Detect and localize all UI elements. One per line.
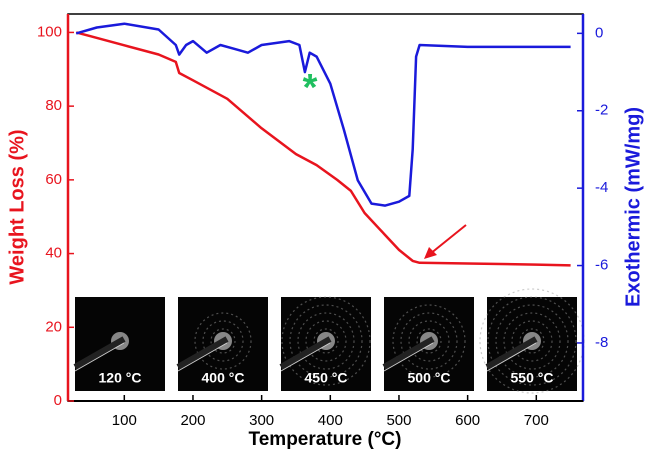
y-tick-label: 60 <box>45 171 62 188</box>
x-tick-label: 400 <box>318 412 343 429</box>
y2-tick-label: -8 <box>595 334 608 351</box>
x-tick-label: 700 <box>524 412 549 429</box>
inset-label: 120 °C <box>99 370 142 386</box>
y2-axis-title: Exothermic (mW/mg) <box>622 107 644 307</box>
inset-label: 500 °C <box>408 370 451 386</box>
chart: 120 °C 400 °C 450 °C 500 °C 550 °C Temperatu… <box>0 0 647 453</box>
y-tick-label: 100 <box>37 23 62 40</box>
inset-label: 450 °C <box>305 370 348 386</box>
arrow <box>430 225 466 254</box>
y2-tick-label: -4 <box>595 179 608 196</box>
insets: 120 °C 400 °C 450 °C 500 °C 550 °C <box>75 289 584 393</box>
x-axis-title: Temperature (°C) <box>249 429 402 450</box>
x-tick-label: 600 <box>455 412 480 429</box>
y2-tick-label: -6 <box>595 257 608 274</box>
inset-label: 400 °C <box>202 370 245 386</box>
y-axis-title: Weight Loss (%) <box>6 129 28 284</box>
y2-tick-label: -2 <box>595 102 608 119</box>
y-tick-label: 40 <box>45 245 62 262</box>
inset-label: 550 °C <box>511 370 554 386</box>
x-tick-label: 300 <box>249 412 274 429</box>
y-tick-label: 80 <box>45 97 62 114</box>
y-tick-label: 20 <box>45 318 62 335</box>
data-line <box>76 24 570 206</box>
page: {"chart_data": {"type": "line", "x_label… <box>0 0 647 453</box>
x-tick-label: 200 <box>180 412 205 429</box>
x-tick-label: 500 <box>386 412 411 429</box>
x-tick-label: 100 <box>112 412 137 429</box>
y-tick-label: 0 <box>54 392 62 409</box>
y2-tick-label: 0 <box>595 24 603 41</box>
